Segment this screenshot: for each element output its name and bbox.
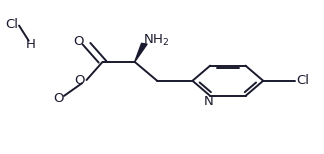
- Text: N: N: [204, 95, 214, 108]
- Text: Cl: Cl: [296, 74, 309, 87]
- Text: O: O: [53, 92, 64, 105]
- Text: O: O: [74, 74, 85, 87]
- Text: Cl: Cl: [6, 18, 18, 31]
- Text: O: O: [74, 34, 84, 48]
- Polygon shape: [135, 43, 147, 62]
- Text: NH$_2$: NH$_2$: [143, 33, 169, 48]
- Text: H: H: [26, 38, 36, 51]
